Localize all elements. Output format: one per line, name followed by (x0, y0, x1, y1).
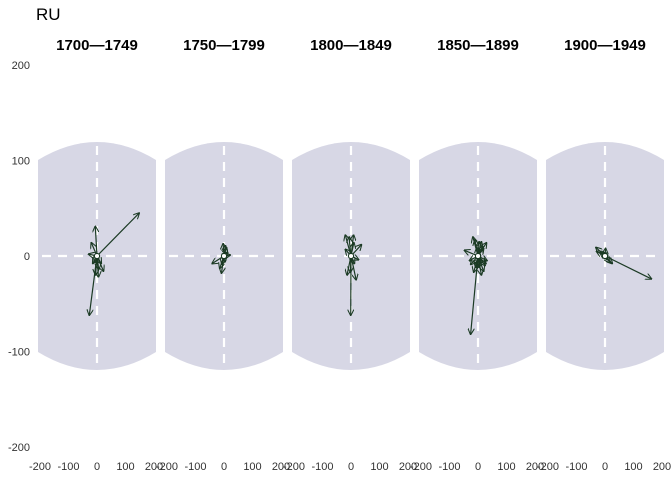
x-tick-label: -100 (184, 461, 206, 473)
x-tick-label: 200 (145, 461, 163, 473)
y-tick-label: 200 (12, 60, 30, 72)
panel: 1800—1849 -200 -100 0 100 200 (283, 37, 417, 473)
chart-title: RU (36, 5, 61, 24)
x-tick-label: -100 (565, 461, 587, 473)
panel: 1750—1799 -200 -100 0 100 200 (156, 37, 290, 473)
panel-title: 1900—1949 (564, 37, 646, 54)
y-tick-label: -200 (8, 442, 30, 454)
panel: 1900—1949 -200 -100 0 100 200 (537, 37, 671, 473)
x-tick-label: -200 (156, 461, 178, 473)
origin-point (93, 252, 101, 260)
panels: 1700—1749 -200 -100 0 100 200 1750—1799 -200 -10… (29, 37, 671, 473)
y-tick-label: -100 (8, 347, 30, 359)
x-tick-label: 0 (475, 461, 481, 473)
x-tick-label: -200 (410, 461, 432, 473)
x-tick-label: 100 (370, 461, 388, 473)
panel-title: 1750—1799 (183, 37, 265, 54)
panel-title: 1850—1899 (437, 37, 519, 54)
panel: 1700—1749 -200 -100 0 100 200 (29, 37, 163, 473)
x-tick-label: 100 (497, 461, 515, 473)
panel: 1850—1899 -200 -100 0 100 200 (410, 37, 544, 473)
origin-point (347, 252, 355, 260)
x-tick-label: 200 (653, 461, 671, 473)
vector-arrow (96, 213, 139, 257)
origin-point (601, 252, 609, 260)
x-tick-label: -200 (29, 461, 51, 473)
x-tick-label: -200 (537, 461, 559, 473)
x-tick-label: 200 (526, 461, 544, 473)
x-tick-label: -100 (57, 461, 79, 473)
x-tick-label: 100 (116, 461, 134, 473)
x-tick-label: 100 (243, 461, 261, 473)
origin-point (474, 252, 482, 260)
y-tick-label: 0 (24, 251, 30, 263)
x-tick-label: 0 (348, 461, 354, 473)
x-tick-label: -100 (311, 461, 333, 473)
y-tick-label: 100 (12, 156, 30, 168)
x-tick-label: 200 (272, 461, 290, 473)
x-tick-label: -200 (283, 461, 305, 473)
panel-title: 1700—1749 (56, 37, 138, 54)
origin-point (220, 252, 228, 260)
y-axis: 200 100 0 -100 -200 (8, 60, 30, 454)
x-tick-label: 0 (602, 461, 608, 473)
panel-title: 1800—1849 (310, 37, 392, 54)
x-tick-label: 0 (221, 461, 227, 473)
x-tick-label: 200 (399, 461, 417, 473)
x-tick-label: 0 (94, 461, 100, 473)
vector-arrow (95, 226, 97, 257)
x-tick-label: -100 (438, 461, 460, 473)
x-tick-label: 100 (624, 461, 642, 473)
